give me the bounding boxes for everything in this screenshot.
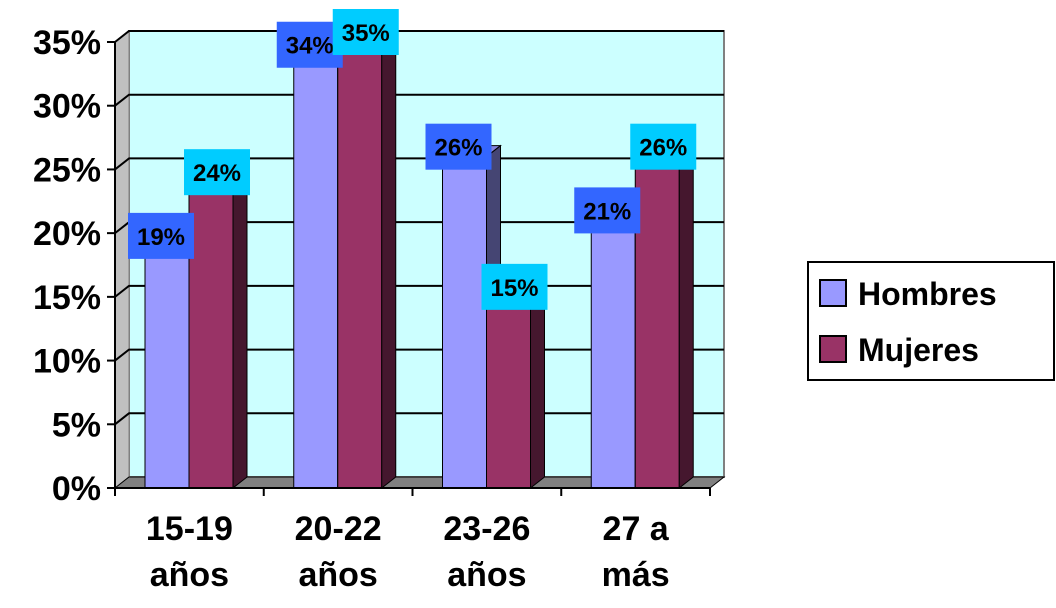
x-tick-label: 27 a más [602, 510, 670, 594]
data-label-box [276, 21, 343, 68]
legend-box [807, 261, 1055, 381]
data-label-hombres-0: 19% [128, 212, 194, 259]
bar-mujeres-2 [485, 284, 546, 490]
data-label-text: 21% [583, 198, 631, 225]
bar-front [442, 156, 487, 489]
data-label-box [184, 149, 250, 196]
data-labels: 19% 24% 34% 35% 26% 15% 21% 26% [128, 9, 697, 310]
x-tick-label: 20-22 años [295, 510, 382, 594]
bar-front [188, 181, 234, 489]
y-tick-label: 15% [33, 279, 101, 317]
bar-side [530, 284, 545, 490]
bar-mujeres-1 [336, 29, 398, 490]
gridline [114, 30, 724, 43]
data-label-text: 26% [434, 135, 482, 162]
bar-front [486, 296, 531, 489]
axes: 0% 5% 10% 15% 20% 25% 30% 35% 15-19 años 20-22 años… [33, 24, 711, 594]
data-label-box [425, 123, 492, 170]
x-tick-label: 23-26 años [443, 510, 530, 594]
y-tick-label: 0% [52, 470, 101, 508]
legend-label-hombres: Hombres [858, 276, 997, 312]
data-label-mujeres-2: 15% [481, 263, 548, 310]
bars [143, 29, 695, 490]
data-label-text: 35% [342, 20, 390, 47]
gridline [114, 157, 724, 171]
gridline [114, 93, 724, 107]
bar-mujeres-0 [187, 170, 249, 490]
legend-swatch-mujeres [819, 335, 847, 363]
data-label-box [574, 187, 641, 234]
data-label-text: 24% [193, 160, 241, 187]
bar-front [144, 245, 190, 489]
bar-mujeres-3 [633, 144, 695, 490]
legend-label-mujeres: Mujeres [858, 332, 979, 368]
bar-front [634, 156, 680, 489]
data-label-mujeres-3: 26% [630, 123, 697, 170]
data-label-box [481, 263, 548, 310]
bar-side [678, 144, 694, 490]
bar-front [590, 219, 636, 489]
data-label-box [630, 123, 697, 170]
data-label-box [128, 212, 194, 259]
y-tick-label: 5% [52, 406, 101, 444]
data-label-text: 34% [286, 33, 334, 60]
y-tick-label: 25% [33, 151, 101, 189]
data-label-hombres-1: 34% [276, 21, 343, 68]
legend-swatch-hombres [819, 279, 847, 307]
y-tick-label: 20% [33, 215, 101, 253]
bar-front [293, 54, 339, 489]
data-label-text: 19% [137, 224, 185, 251]
y-tick-label: 30% [33, 88, 101, 126]
data-label-hombres-2: 26% [425, 123, 492, 170]
data-label-hombres-3: 21% [574, 187, 641, 234]
bar-side [232, 170, 248, 490]
y-tick-label: 10% [33, 343, 101, 381]
data-label-text: 15% [490, 275, 538, 302]
plot-area [113, 29, 726, 490]
y-tick-label: 35% [33, 24, 101, 62]
bar-front [337, 41, 383, 489]
data-label-mujeres-0: 24% [184, 149, 250, 196]
data-label-mujeres-1: 35% [332, 9, 399, 55]
data-label-text: 26% [639, 135, 687, 162]
data-label-box [332, 9, 399, 55]
bar-side [381, 29, 397, 490]
x-tick-label: 15-19 años [146, 510, 233, 594]
legend: Hombres Mujeres [807, 261, 1055, 381]
